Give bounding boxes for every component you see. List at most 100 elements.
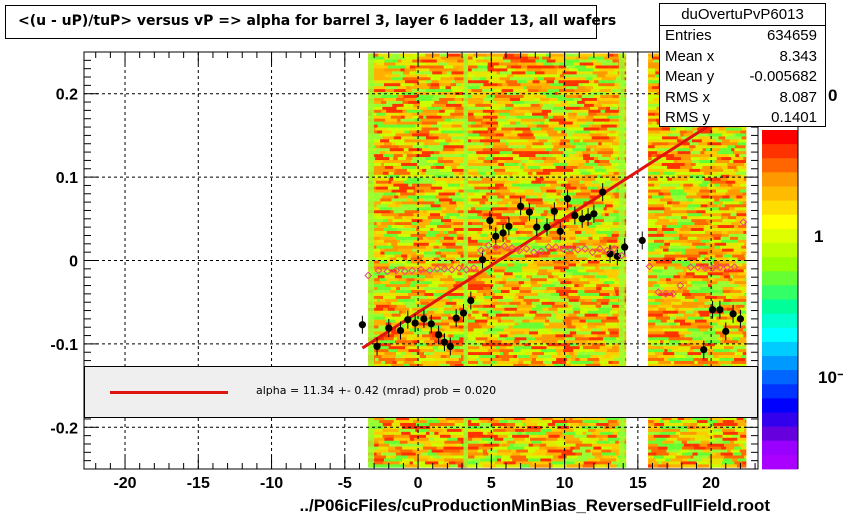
heat-cell — [625, 174, 627, 179]
heat-cell — [727, 145, 736, 149]
heat-cell — [432, 127, 439, 131]
heat-cell — [556, 290, 561, 294]
heat-cell — [573, 352, 577, 356]
heat-cell — [719, 222, 732, 226]
heat-cell — [379, 65, 388, 69]
heat-cell — [403, 343, 408, 347]
heat-cell — [467, 278, 476, 282]
heat-cell — [503, 133, 518, 137]
heat-cell — [652, 278, 660, 282]
heat-cell — [385, 319, 395, 323]
heat-cell — [670, 127, 676, 131]
heat-cell — [405, 216, 414, 220]
heat-cell — [493, 434, 498, 439]
heat-cell — [726, 340, 739, 344]
heat-cell — [738, 328, 744, 332]
heat-cell — [368, 56, 385, 60]
heat-cell — [532, 121, 540, 125]
heat-cell — [721, 204, 725, 208]
heat-cell — [676, 295, 685, 300]
heat-cell — [576, 56, 589, 60]
heat-cell — [547, 227, 559, 232]
heat-cell — [441, 210, 458, 214]
heat-cell — [389, 290, 396, 294]
heat-cell — [561, 154, 569, 158]
heat-cell — [391, 423, 401, 427]
heat-cell — [425, 89, 436, 93]
heat-cell — [705, 242, 710, 247]
heat-cell — [418, 168, 423, 173]
heat-cell — [734, 207, 747, 211]
heat-cell — [596, 298, 610, 303]
heat-cell — [662, 328, 676, 332]
heat-cell — [569, 157, 573, 161]
heat-cell — [377, 287, 383, 291]
heat-cell — [732, 251, 742, 255]
heat-cell — [664, 263, 676, 267]
heat-cell — [719, 266, 733, 270]
heat-cell — [443, 145, 460, 149]
heat-cell — [504, 425, 515, 430]
heat-cell — [737, 142, 747, 146]
heat-cell — [572, 157, 584, 161]
heat-cell — [496, 216, 509, 220]
heat-cell — [426, 115, 442, 119]
heat-cell — [700, 204, 708, 208]
heat-cell — [625, 160, 627, 164]
heat-cell — [533, 189, 542, 193]
heat-cell — [607, 239, 618, 244]
heat-cell — [407, 103, 414, 108]
heat-cell — [481, 325, 495, 329]
heat-cell — [410, 260, 419, 264]
heat-cell — [378, 363, 388, 368]
heat-cell — [523, 95, 535, 99]
heat-cell — [511, 65, 521, 69]
heat-cell — [482, 360, 492, 365]
heat-cell — [565, 59, 579, 63]
heat-cell — [606, 275, 618, 279]
heat-cell — [435, 183, 448, 187]
heat-cell — [419, 71, 433, 75]
heat-cell — [527, 340, 542, 344]
heat-cell — [399, 284, 411, 288]
heat-cell — [408, 148, 422, 152]
heat-cell — [737, 257, 746, 261]
heat-cell — [592, 77, 602, 81]
heat-cell — [540, 97, 550, 102]
heat-cell — [598, 355, 604, 359]
heat-cell — [564, 458, 575, 462]
heat-cell — [488, 74, 499, 78]
heat-cell — [674, 154, 691, 158]
heat-cell — [482, 464, 496, 468]
heat-cell — [570, 446, 575, 450]
heat-cell — [474, 455, 479, 459]
heat-cell — [537, 263, 553, 267]
heat-cell — [449, 293, 465, 297]
heat-cell — [713, 260, 720, 264]
heat-cell — [592, 118, 610, 122]
heat-cell — [431, 103, 447, 108]
heat-cell — [397, 162, 402, 167]
heat-cell — [699, 157, 709, 161]
heat-cell — [543, 160, 559, 164]
heat-cell — [697, 298, 709, 303]
heat-cell — [512, 298, 524, 303]
heat-cell — [474, 115, 483, 119]
heat-cell — [512, 272, 528, 276]
heat-cell — [595, 225, 603, 229]
heat-cell — [501, 358, 510, 362]
heat-cell — [565, 118, 578, 122]
heat-cell — [519, 230, 533, 235]
heat-cell — [433, 455, 441, 459]
heat-cell — [556, 157, 560, 161]
heat-cell — [543, 290, 557, 294]
heat-cell — [553, 455, 559, 459]
heat-cell — [727, 216, 737, 220]
heat-cell — [513, 443, 524, 447]
heat-cell — [414, 298, 420, 303]
heat-cell — [574, 446, 580, 450]
heat-cell — [424, 307, 438, 312]
heat-cell — [525, 417, 539, 421]
heat-cell — [541, 417, 553, 421]
heat-cell — [735, 145, 746, 149]
